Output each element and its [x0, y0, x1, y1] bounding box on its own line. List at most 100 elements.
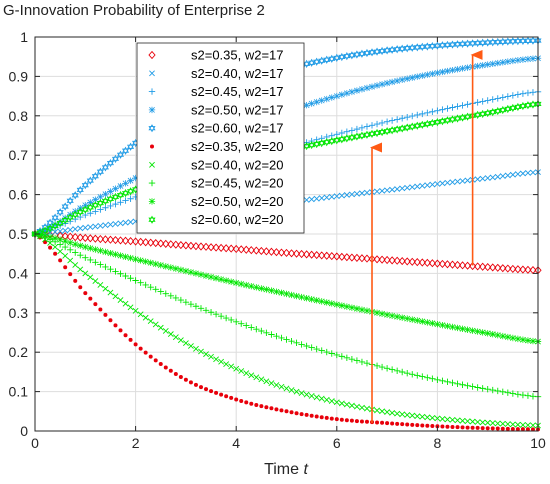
- data-point: [96, 198, 104, 208]
- data-point: [394, 186, 401, 192]
- data-point: [414, 183, 421, 190]
- data-point: [113, 323, 118, 328]
- data-point: [192, 242, 200, 251]
- data-point: [383, 118, 391, 125]
- data-point: [148, 354, 153, 359]
- data-point: [66, 213, 74, 222]
- data-point: [263, 286, 270, 293]
- data-point: [51, 235, 59, 242]
- data-point: [97, 193, 104, 201]
- data-point: [202, 272, 210, 280]
- data-point: [368, 122, 376, 129]
- data-point: [303, 250, 311, 259]
- data-point: [529, 265, 537, 275]
- data-point: [499, 37, 507, 46]
- data-point: [383, 255, 391, 265]
- data-point: [328, 193, 335, 200]
- data-point: [92, 223, 99, 230]
- data-point: [393, 125, 401, 134]
- data-point: [329, 416, 334, 421]
- data-point: [480, 426, 485, 431]
- data-point: [393, 313, 401, 320]
- data-point: [289, 410, 294, 415]
- y-tick-label: 0.7: [9, 147, 29, 163]
- data-point: [383, 311, 391, 318]
- data-point: [444, 416, 451, 423]
- data-point: [443, 40, 452, 50]
- data-point: [81, 205, 89, 214]
- data-point: [453, 260, 462, 270]
- data-point: [229, 395, 234, 400]
- data-point: [479, 62, 486, 69]
- data-point: [509, 103, 517, 113]
- data-point: [364, 419, 369, 424]
- data-point: [474, 99, 481, 106]
- data-point: [438, 117, 446, 126]
- data-point: [318, 251, 326, 260]
- data-point: [107, 289, 114, 296]
- data-point: [338, 91, 346, 98]
- legend-marker: [150, 144, 154, 149]
- data-point: [318, 395, 325, 402]
- data-point: [192, 270, 200, 277]
- data-point: [363, 84, 371, 92]
- data-point: [404, 113, 411, 121]
- data-point: [343, 192, 350, 198]
- data-point: [118, 328, 123, 333]
- legend: s2=0.35, w2=17 s2=0.40, w2=17 s2=0.45, w2=…: [136, 42, 305, 234]
- data-point: [353, 125, 361, 133]
- data-point: [123, 333, 128, 338]
- data-point: [217, 243, 225, 252]
- data-point: [158, 362, 163, 367]
- data-point: [101, 163, 109, 172]
- data-point: [494, 173, 501, 180]
- data-point: [434, 181, 441, 187]
- data-point: [479, 98, 486, 105]
- data-point: [182, 241, 190, 250]
- data-point: [384, 187, 391, 194]
- data-point: [318, 139, 326, 148]
- data-point: [197, 305, 205, 312]
- data-point: [403, 123, 411, 132]
- data-point: [499, 59, 506, 66]
- data-point: [101, 235, 110, 244]
- data-point: [348, 355, 356, 363]
- data-point: [414, 413, 421, 420]
- data-point: [519, 170, 526, 177]
- data-point: [333, 136, 341, 145]
- data-point: [343, 134, 351, 143]
- data-point: [380, 420, 385, 425]
- data-point: [419, 318, 426, 325]
- data-point: [102, 263, 109, 271]
- x-axis-label-var: t: [303, 461, 308, 478]
- data-point: [222, 277, 230, 284]
- data-point: [388, 117, 396, 124]
- data-point: [398, 368, 406, 376]
- data-point: [464, 39, 472, 48]
- data-point: [208, 353, 214, 360]
- data-point: [91, 234, 99, 243]
- data-point: [504, 93, 512, 100]
- data-point: [142, 281, 149, 289]
- data-point: [222, 244, 230, 253]
- data-point: [419, 72, 426, 79]
- data-point: [363, 48, 371, 58]
- data-point: [373, 120, 381, 128]
- data-point: [519, 90, 527, 97]
- data-point: [87, 199, 94, 206]
- data-point: [404, 369, 411, 377]
- data-point: [449, 179, 456, 186]
- data-point: [177, 296, 185, 304]
- data-point: [303, 141, 311, 151]
- legend-marker: [148, 106, 156, 114]
- legend-entry: s2=0.35, w2=17: [148, 48, 284, 63]
- data-point: [82, 270, 89, 277]
- data-point: [479, 109, 487, 119]
- data-point: [274, 407, 279, 412]
- data-point: [448, 260, 457, 269]
- data-point: [56, 236, 64, 243]
- data-point: [423, 42, 431, 51]
- data-point: [77, 225, 84, 232]
- data-point: [247, 246, 255, 255]
- data-point: [132, 307, 139, 314]
